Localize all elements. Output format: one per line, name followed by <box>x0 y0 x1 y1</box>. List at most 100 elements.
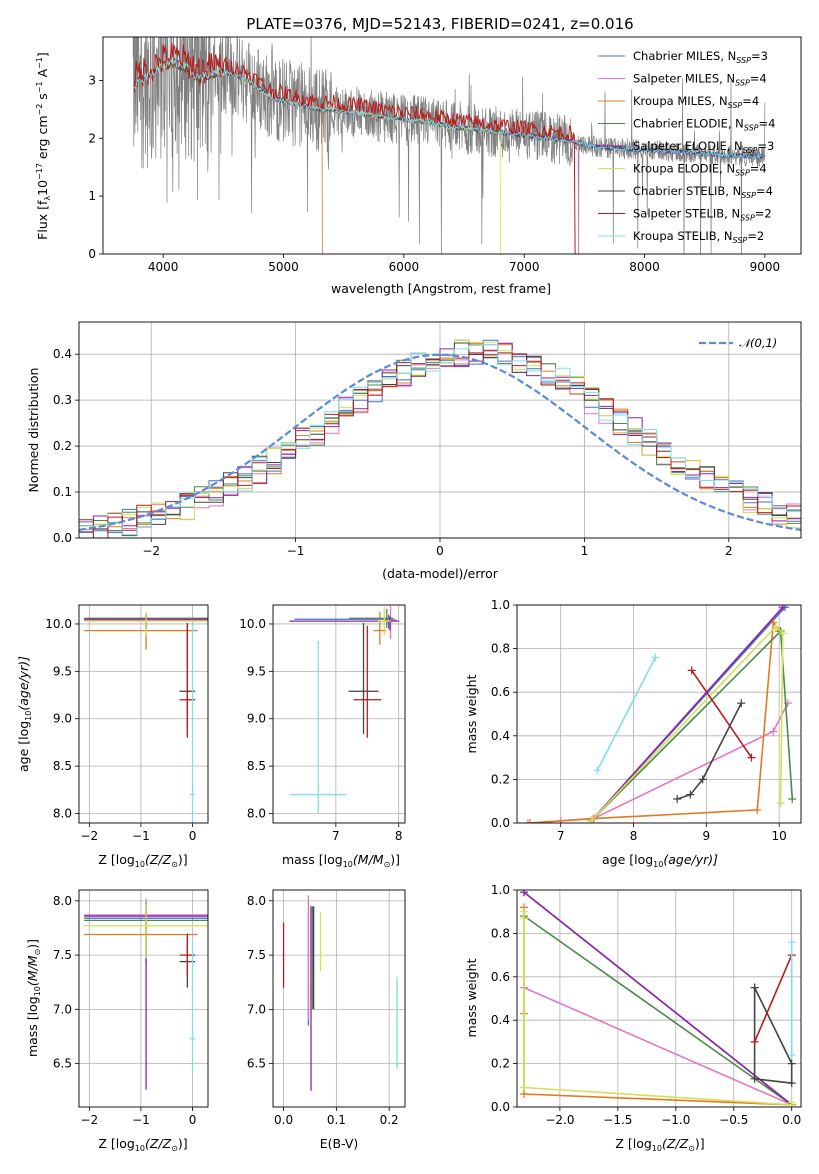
weight-marker <box>753 805 762 814</box>
normal-legend: 𝒩(0,1) <box>699 336 777 350</box>
y-tick-label: 6.5 <box>53 1057 72 1071</box>
legend-entry: Chabrier MILES, NSSP=3 <box>633 49 768 65</box>
y-tick-label: 8.5 <box>247 759 266 773</box>
age-vs-metallicity-frame <box>78 604 209 824</box>
x-tick-label: 7000 <box>509 260 540 274</box>
mass-vs-extinction-xlabel: E(B-V) <box>320 1136 359 1151</box>
y-tick-label: 7.5 <box>247 948 266 962</box>
weight-series-line <box>590 625 784 822</box>
residual-histogram <box>79 344 801 536</box>
age-vs-mass-panel: 7 8 8.0 8.5 9.0 9.5 10.0 mass [log10(M/M⊙)] <box>239 604 406 869</box>
weight-marker <box>750 1074 759 1083</box>
weight-marker <box>523 819 532 823</box>
weight-marker <box>776 799 785 808</box>
x-tick-label: −1 <box>287 544 305 558</box>
y-tick-label: 7.0 <box>53 1002 72 1016</box>
x-tick-label: 8 <box>630 829 638 843</box>
x-tick-label: 8 <box>395 829 403 843</box>
x-tick-label: 9000 <box>750 260 781 274</box>
weight-marker <box>673 795 682 804</box>
normal-curve <box>79 353 801 531</box>
mass-vs-metallicity-panel: −2 −1 0 6.5 7.0 7.5 8.0 Z [log10(Z/Z⊙)] mass [… <box>25 889 209 1153</box>
y-tick-label: 0 <box>88 247 96 261</box>
legend-entry: Kroupa STELIB, NSSP=2 <box>633 229 764 245</box>
weight-series-line <box>527 702 789 823</box>
y-tick-label: 0.2 <box>491 1057 510 1071</box>
weight-vs-age-ylabel: mass weight <box>464 674 479 753</box>
x-tick-label: −1.5 <box>603 1113 632 1127</box>
legend-entry: Kroupa MILES, NSSP=4 <box>633 94 759 110</box>
y-tick-label: 8.5 <box>53 759 72 773</box>
weight-marker <box>519 1083 528 1092</box>
y-tick-label: 0.4 <box>53 347 72 361</box>
mass-vs-metallicity-xlabel: Z [log10(Z/Z⊙)] <box>98 1136 187 1153</box>
model-spectrum-line <box>134 60 580 254</box>
x-tick-label: −2 <box>80 1113 98 1127</box>
weight-marker <box>787 1050 796 1059</box>
y-tick-label: 0.6 <box>491 970 510 984</box>
weight-marker <box>519 890 528 897</box>
x-tick-label: 9 <box>703 829 711 843</box>
weight-marker <box>787 1079 796 1088</box>
weight-marker <box>788 795 797 804</box>
y-tick-label: 10.0 <box>239 617 266 631</box>
mass-vs-extinction-frame <box>272 889 406 1108</box>
y-tick-label: 0.4 <box>491 1013 510 1027</box>
y-tick-label: 8.0 <box>247 894 266 908</box>
weight-marker <box>698 775 707 784</box>
weight-series-line <box>523 915 793 1106</box>
x-tick-label: 0.1 <box>327 1113 346 1127</box>
weight-marker <box>587 816 596 823</box>
age-vs-mass-xlabel: mass [log10(M/M⊙)] <box>282 852 400 869</box>
weight-marker <box>769 727 778 736</box>
weight-series-line <box>596 656 657 772</box>
legend-entry: Chabrier STELIB, NSSP=4 <box>633 184 773 200</box>
x-tick-label: 0 <box>189 829 197 843</box>
weight-series-line <box>753 954 793 1043</box>
weight-marker <box>526 819 535 823</box>
model-spectrum-line <box>133 43 576 254</box>
weight-vs-metallicity-ylabel: mass weight <box>464 958 479 1037</box>
weight-marker <box>787 1059 796 1068</box>
weight-marker <box>747 753 756 762</box>
weight-vs-metallicity-xlabel: Z [log10(Z/Z⊙)] <box>615 1136 704 1153</box>
weight-vs-age-panel: 7 8 9 10 0.0 0.2 0.4 0.6 0.8 1.0 age [log10(age/y… <box>464 598 802 869</box>
x-tick-label: 0 <box>436 544 444 558</box>
x-tick-label: 7 <box>557 829 565 843</box>
spectrum-panel: 4000 5000 6000 7000 8000 9000 0 1 2 3 wavelength … <box>35 36 802 296</box>
normal-legend-label: 𝒩(0,1) <box>739 336 777 350</box>
y-tick-label: 9.0 <box>53 712 72 726</box>
y-tick-label: 9.5 <box>53 664 72 678</box>
weight-marker <box>651 653 660 662</box>
weight-marker <box>750 1037 759 1046</box>
weight-series-line <box>523 891 793 1106</box>
y-tick-label: 9.5 <box>247 664 266 678</box>
y-tick-label: 0.0 <box>491 816 510 830</box>
residual-histogram <box>79 342 801 533</box>
y-tick-label: 7.5 <box>53 948 72 962</box>
weight-vs-metallicity-panel: −2.0 −1.5 −1.0 −0.5 0.0 0.0 0.2 0.4 0.6 0.8 1.0 Z … <box>464 883 802 1153</box>
x-tick-label: 7 <box>332 829 340 843</box>
weight-marker <box>593 766 602 775</box>
x-tick-label: 8000 <box>629 260 660 274</box>
y-tick-label: 9.0 <box>247 712 266 726</box>
y-tick-label: 7.0 <box>247 1002 266 1016</box>
weight-vs-age-xlabel: age [log10(age/yr)] <box>602 852 718 869</box>
y-tick-label: 1.0 <box>491 598 510 612</box>
weight-vs-metallicity-frame <box>516 889 802 1108</box>
y-tick-label: 10.0 <box>45 617 72 631</box>
y-tick-label: 0.2 <box>53 439 72 453</box>
weight-marker <box>771 622 780 631</box>
mass-vs-extinction-panel: 0.0 0.1 0.2 6.5 7.0 7.5 8.0 E(B-V) <box>247 889 406 1151</box>
weight-marker <box>737 699 746 708</box>
weight-marker <box>687 666 696 675</box>
y-tick-label: 8.0 <box>53 894 72 908</box>
y-tick-label: 8.0 <box>247 807 266 821</box>
y-tick-label: 0.3 <box>53 393 72 407</box>
legend-entry: Chabrier ELODIE, NSSP=4 <box>633 117 775 133</box>
y-tick-label: 8.0 <box>53 807 72 821</box>
x-tick-label: 1 <box>581 544 589 558</box>
x-tick-label: −1.0 <box>661 1113 690 1127</box>
x-tick-label: 10 <box>772 829 787 843</box>
legend-entry: Kroupa ELODIE, NSSP=4 <box>633 162 767 178</box>
